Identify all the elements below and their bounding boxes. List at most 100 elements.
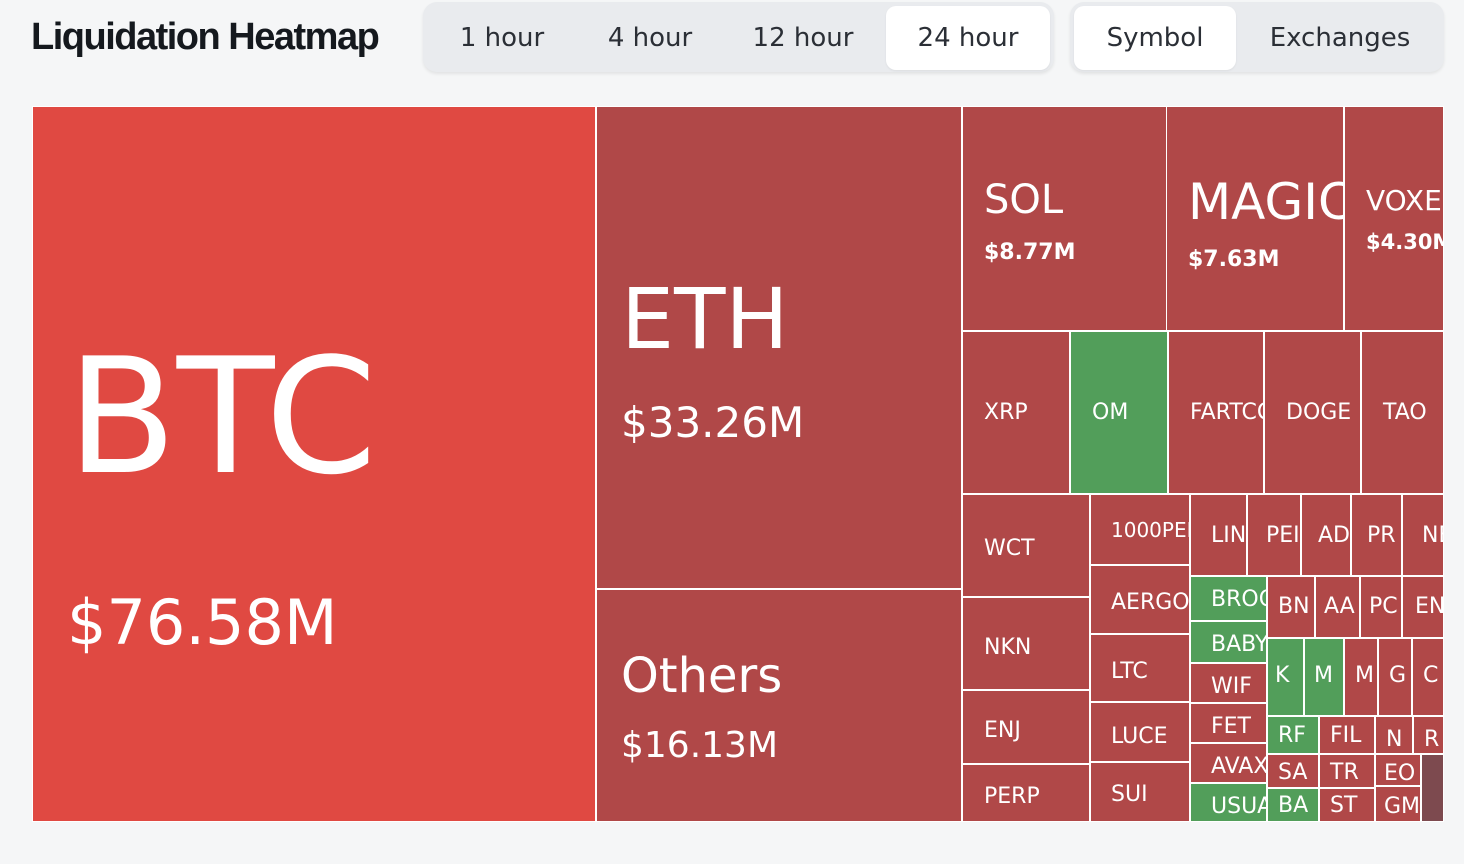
tab-12-hour[interactable]: 12 hour [752, 23, 854, 53]
tile-avax[interactable]: AVAX [1190, 743, 1267, 783]
tile-symbol: PC [1369, 594, 1398, 619]
tile-symbol: OM [1092, 400, 1129, 425]
tile-nkn[interactable]: NKN [962, 597, 1090, 690]
tile-symbol: LUCE [1111, 724, 1168, 749]
tile-value: $33.26M [621, 398, 805, 447]
tile-eth[interactable]: ETH $33.26M [596, 106, 962, 589]
tile-symbol: C [1423, 663, 1439, 688]
tile-m[interactable]: M [1344, 638, 1378, 716]
tile-sol[interactable]: SOL $8.77M [962, 106, 1167, 331]
tile-usua[interactable]: USUA [1190, 783, 1267, 822]
tile-symbol: BABY [1211, 632, 1267, 657]
tile-symbol: AD [1318, 523, 1350, 548]
tab-4-hour[interactable]: 4 hour [607, 23, 693, 53]
tile-symbol: 1000PEPE [1111, 518, 1189, 542]
tile-xrp[interactable]: XRP [962, 331, 1070, 494]
tile-enj[interactable]: ENJ [962, 690, 1090, 764]
tile-aergo[interactable]: AERGO [1090, 565, 1190, 634]
tile-baby[interactable]: BABY [1190, 621, 1267, 663]
tile-r[interactable]: R [1413, 716, 1444, 754]
tile-fet[interactable]: FET [1190, 703, 1267, 743]
tile-tr[interactable]: TR [1319, 754, 1375, 788]
tab-symbol[interactable]: Symbol [1074, 6, 1236, 70]
time-range-selector: 1 hour 4 hour 12 hour 24 hour [423, 2, 1054, 72]
tile-g[interactable]: G [1378, 638, 1412, 716]
tile-symbol: PR [1367, 523, 1396, 548]
tile-symbol: TAO [1383, 400, 1427, 425]
tile-st[interactable]: ST [1319, 788, 1375, 822]
tile-doge[interactable]: DOGE [1264, 331, 1361, 494]
tile-symbol: AVAX [1211, 754, 1267, 779]
tile-symbol: R [1424, 727, 1440, 752]
tile-symbol: N [1386, 727, 1403, 752]
tile-value: $76.58M [67, 586, 338, 659]
tile-ne[interactable]: NE [1402, 494, 1444, 576]
tile-broc[interactable]: BROC [1190, 576, 1267, 621]
tile-pr[interactable]: PR [1351, 494, 1402, 576]
tile-ad[interactable]: AD [1301, 494, 1351, 576]
tile-voxel[interactable]: VOXEL $4.30M [1344, 106, 1444, 331]
tab-exchanges[interactable]: Exchanges [1269, 23, 1411, 53]
tile-symbol: ENJ [984, 718, 1021, 743]
tile-ba[interactable]: BA [1267, 788, 1319, 822]
tile-ltc[interactable]: LTC [1090, 634, 1190, 702]
tile-tao[interactable]: TAO [1361, 331, 1444, 494]
tile-symbol: G [1389, 663, 1407, 688]
tile-en[interactable]: EN [1402, 576, 1444, 638]
tile-gm[interactable]: GM [1375, 786, 1421, 822]
tile-value: $8.77M [984, 240, 1076, 265]
tile-bn[interactable]: BN [1267, 576, 1315, 638]
tile-lin[interactable]: LIN [1190, 494, 1247, 576]
tile-aa[interactable]: AA [1315, 576, 1360, 638]
tile-fartcoin[interactable]: FARTCOIN [1168, 331, 1264, 494]
tile-symbol: WCT [984, 536, 1035, 561]
tile-symbol: ETH [621, 270, 789, 368]
tile-k[interactable]: K [1267, 638, 1304, 716]
tile-others[interactable]: Others $16.13M [596, 589, 962, 822]
tab-24-hour[interactable]: 24 hour [886, 6, 1050, 70]
tile-pc[interactable]: PC [1360, 576, 1402, 638]
tile-symbol: EO [1384, 761, 1416, 786]
tab-1-hour[interactable]: 1 hour [459, 23, 545, 53]
tile-symbol: BTC [67, 323, 377, 510]
tile-symbol: BA [1278, 793, 1309, 818]
tile-sa[interactable]: SA [1267, 754, 1319, 788]
tile-btc[interactable]: BTC $76.58M [32, 106, 596, 822]
liquidation-treemap: BTC $76.58M ETH $33.26M Others $16.13M SOL $8.7… [32, 106, 1444, 822]
tile-symbol: M [1314, 663, 1333, 688]
tile-wct[interactable]: WCT [962, 494, 1090, 597]
tile-symbol: K [1275, 663, 1290, 688]
tile-symbol: PEI [1266, 523, 1300, 548]
tile-n[interactable]: N [1375, 716, 1413, 754]
tile-perp[interactable]: PERP [962, 764, 1090, 822]
tile-1000pepe[interactable]: 1000PEPE [1090, 494, 1190, 565]
tile-pei[interactable]: PEI [1247, 494, 1301, 576]
tile-symbol: AERGO [1111, 590, 1190, 615]
tile-unlabeled[interactable] [1421, 754, 1444, 822]
tile-wif[interactable]: WIF [1190, 663, 1267, 703]
tile-symbol: FARTCOIN [1190, 400, 1263, 425]
tile-symbol: PERP [984, 784, 1040, 809]
tile-symbol: BN [1278, 594, 1310, 619]
tile-magic[interactable]: MAGIC $7.63M [1166, 106, 1344, 331]
tile-symbol: SOL [984, 177, 1064, 223]
tile-symbol: LTC [1111, 659, 1148, 684]
tile-c[interactable]: C [1412, 638, 1444, 716]
tile-symbol: BROC [1211, 587, 1266, 612]
tile-symbol: TR [1330, 760, 1359, 785]
tile-symbol: VOXEL [1366, 184, 1443, 217]
tile-symbol: AA [1324, 594, 1355, 619]
tile-value: $4.30M [1366, 230, 1443, 254]
tile-symbol: DOGE [1286, 400, 1352, 425]
tile-symbol: XRP [984, 400, 1028, 425]
tile-symbol: SUI [1111, 782, 1148, 807]
tile-om[interactable]: OM [1070, 331, 1168, 494]
tile-symbol: NKN [984, 635, 1032, 660]
tile-sui[interactable]: SUI [1090, 762, 1190, 822]
tile-eo[interactable]: EO [1375, 754, 1421, 786]
tile-fil[interactable]: FIL [1319, 716, 1375, 754]
tile-symbol: GM [1384, 794, 1421, 819]
tile-m[interactable]: M [1304, 638, 1344, 716]
tile-rf[interactable]: RF [1267, 716, 1319, 754]
tile-luce[interactable]: LUCE [1090, 702, 1190, 762]
